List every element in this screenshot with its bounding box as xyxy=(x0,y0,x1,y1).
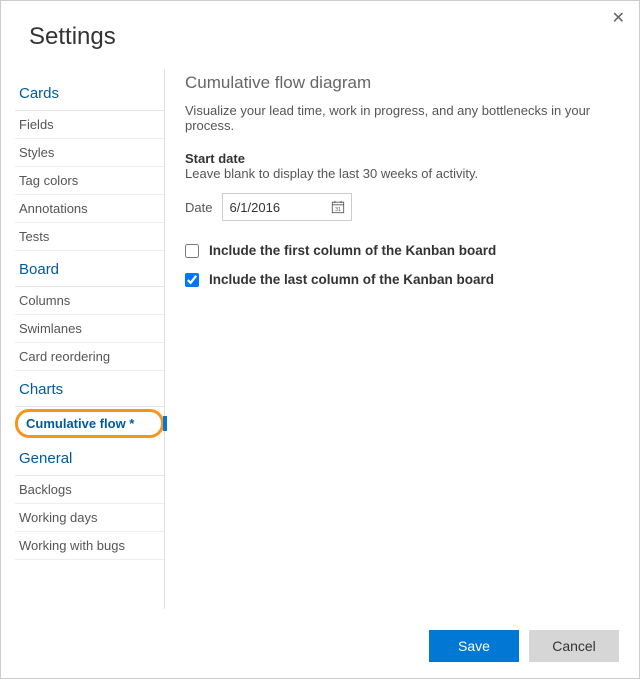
sidebar-group-header: Board xyxy=(15,251,164,287)
settings-sidebar: Cards Fields Styles Tag colors Annotations Te… xyxy=(15,69,165,609)
sidebar-group-header: General xyxy=(15,440,164,476)
close-icon: ✕ xyxy=(612,10,625,27)
option-checkbox-1[interactable] xyxy=(185,273,199,287)
start-date-help: Leave blank to display the last 30 weeks… xyxy=(185,166,619,181)
sidebar-item-tag-colors[interactable]: Tag colors xyxy=(15,167,164,195)
settings-dialog: ✕ Settings Cards Fields Styles Tag colors An… xyxy=(0,0,640,679)
sidebar-item-label: Tests xyxy=(19,229,49,244)
sidebar-item-card-reordering[interactable]: Card reordering xyxy=(15,343,164,371)
sidebar-item-label: Swimlanes xyxy=(19,321,82,336)
date-input-wrap: 31 xyxy=(222,193,352,221)
option-row: Include the last column of the Kanban bo… xyxy=(185,272,619,287)
sidebar-item-label: Card reordering xyxy=(19,349,110,364)
sidebar-item-label: Working with bugs xyxy=(19,538,125,553)
sidebar-item-working-with-bugs[interactable]: Working with bugs xyxy=(15,532,164,560)
sidebar-item-columns[interactable]: Columns xyxy=(15,287,164,315)
sidebar-item-label: Working days xyxy=(19,510,98,525)
close-button[interactable]: ✕ xyxy=(612,11,625,27)
save-button[interactable]: Save xyxy=(429,630,519,662)
sidebar-item-label: Tag colors xyxy=(19,173,78,188)
date-input[interactable] xyxy=(229,200,319,215)
sidebar-item-label: Cumulative flow * xyxy=(26,416,134,431)
dialog-footer: Save Cancel xyxy=(429,630,619,662)
option-label: Include the last column of the Kanban bo… xyxy=(209,272,494,287)
date-field-label: Date xyxy=(185,200,212,215)
svg-text:31: 31 xyxy=(336,207,342,213)
sidebar-item-backlogs[interactable]: Backlogs xyxy=(15,476,164,504)
active-marker xyxy=(163,416,167,431)
options-list: Include the first column of the Kanban b… xyxy=(185,243,619,287)
sidebar-item-label: Backlogs xyxy=(19,482,72,497)
date-row: Date 31 xyxy=(185,193,619,221)
sidebar-item-fields[interactable]: Fields xyxy=(15,111,164,139)
dialog-body: Cards Fields Styles Tag colors Annotations Te… xyxy=(1,69,639,609)
sidebar-item-label: Fields xyxy=(19,117,54,132)
sidebar-item-swimlanes[interactable]: Swimlanes xyxy=(15,315,164,343)
sidebar-item-tests[interactable]: Tests xyxy=(15,223,164,251)
sidebar-item-annotations[interactable]: Annotations xyxy=(15,195,164,223)
cancel-button[interactable]: Cancel xyxy=(529,630,619,662)
settings-content: Cumulative flow diagram Visualize your l… xyxy=(165,69,619,609)
start-date-label: Start date xyxy=(185,151,619,166)
sidebar-group-header: Cards xyxy=(15,75,164,111)
sidebar-item-label: Styles xyxy=(19,145,54,160)
sidebar-item-label: Columns xyxy=(19,293,70,308)
option-row: Include the first column of the Kanban b… xyxy=(185,243,619,258)
panel-title: Cumulative flow diagram xyxy=(185,73,619,93)
sidebar-item-cumulative-flow[interactable]: Cumulative flow * xyxy=(15,409,164,438)
panel-description: Visualize your lead time, work in progre… xyxy=(185,103,619,133)
sidebar-item-working-days[interactable]: Working days xyxy=(15,504,164,532)
sidebar-item-label: Annotations xyxy=(19,201,88,216)
calendar-icon[interactable]: 31 xyxy=(331,200,345,214)
option-checkbox-0[interactable] xyxy=(185,244,199,258)
dialog-title: Settings xyxy=(1,1,639,69)
option-label: Include the first column of the Kanban b… xyxy=(209,243,496,258)
sidebar-item-styles[interactable]: Styles xyxy=(15,139,164,167)
sidebar-group-header: Charts xyxy=(15,371,164,407)
